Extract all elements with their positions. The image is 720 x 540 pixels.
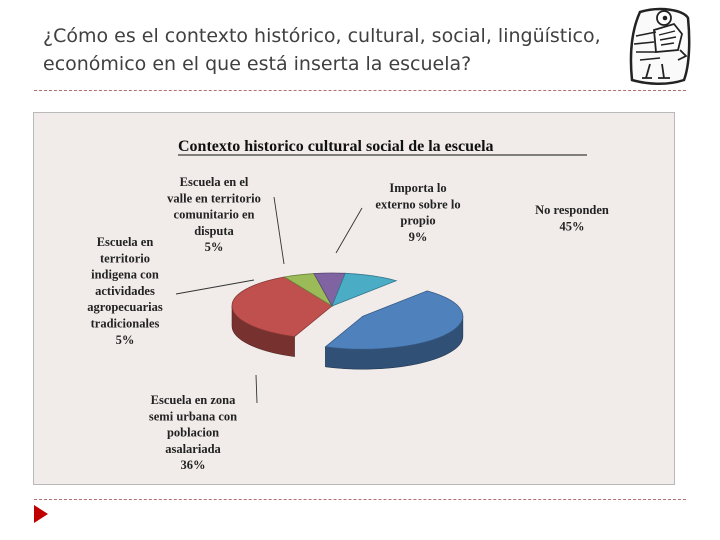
next-slide-arrow-icon[interactable] [34,505,48,523]
leader-line-escuela-en-zona [255,374,258,404]
bird-logo-icon [629,7,691,85]
slice-label-line: disputa [194,224,234,238]
leader-line-escuela-en-el [273,196,285,265]
slice-label-line: territorio [100,251,150,265]
slice-label-line: propio [400,214,435,228]
slice-label-escuela-en: Escuela en territorio indigena con activida… [87,235,163,347]
slice-label-line: Escuela en el [180,175,249,189]
chart-title: Contexto historico cultural social de la… [178,138,494,155]
slice-label-importa-lo: Importa lo externo sobre lo propio 9% [375,181,460,244]
slide-title-line-2: económico en el que está inserta la escu… [43,53,472,75]
slice-label-line: asalariada [165,442,221,456]
slice-label-line: semi urbana con [149,409,237,423]
slide-title: ¿Cómo es el contexto histórico, cultural… [43,22,623,78]
slice-label-line: 5% [116,333,135,347]
slice-label-line: agropecuarias [87,300,163,314]
leader-line-importa-lo [335,207,363,254]
top-divider [34,90,686,91]
slice-label-escuela-en-el: Escuela en el valle en territorio comunita… [167,175,261,254]
slice-label-line: 5% [205,240,224,254]
leader-line-escuela-en [175,279,255,295]
slice-label-line: externo sobre lo [375,197,460,211]
slice-label-escuela-en-zona: Escuela en zona semi urbana con poblacion a… [149,393,237,472]
slice-label-line: indigena con [91,268,159,282]
slice-label-line: valle en territorio [167,191,261,205]
slice-label-line: No responden [535,203,609,217]
slice-label-line: Importa lo [389,181,446,195]
slide-title-line-1: ¿Cómo es el contexto histórico, cultural… [43,25,601,47]
pie-chart: Contexto historico cultural social de la… [87,138,609,472]
pie-slice-no-responden [324,290,464,350]
leader-lines [175,196,363,404]
slice-label-line: Escuela en [97,235,154,249]
pie-slice-importa-lo [331,272,398,307]
slice-label-line: 36% [181,458,206,472]
slice-label-line: Escuela en zona [151,393,236,407]
slice-label-line: actividades [95,284,155,298]
slice-label-line: poblacion [167,426,219,440]
slice-label-line: comunitario en [174,208,255,222]
slice-label-line: tradicionales [91,317,160,331]
pie-slices [231,272,464,370]
slice-labels: No responden 45% Escuela en zona semi urban… [87,175,609,472]
slice-label-line: 45% [560,219,585,233]
pie-slice-escuela-en-zona [231,276,333,338]
chart-frame: Contexto historico cultural social de la… [33,112,675,485]
slice-label-line: 9% [409,230,428,244]
slice-label-no-responden: No responden 45% [535,203,609,233]
bottom-divider [34,499,686,500]
